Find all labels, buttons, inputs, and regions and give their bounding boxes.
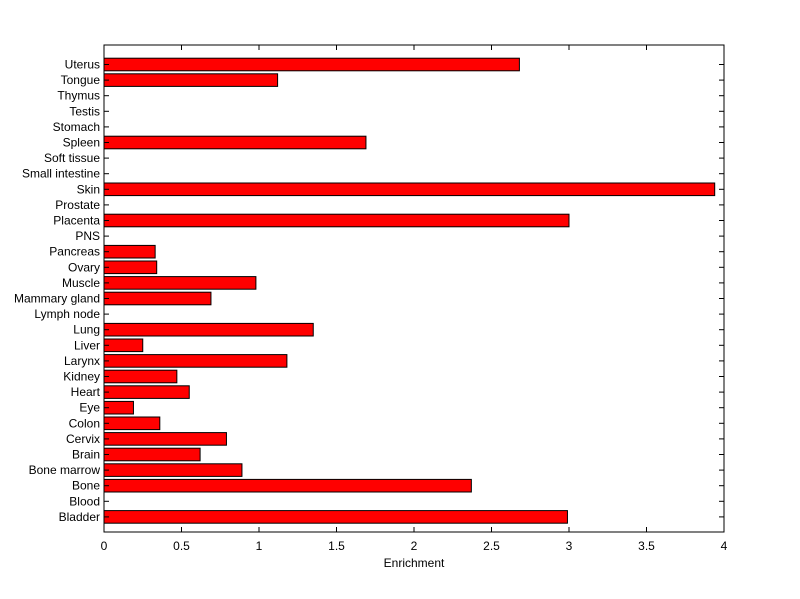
bar-ovary xyxy=(103,260,158,275)
y-tick-label: Uterus xyxy=(65,58,100,72)
y-tick-label: Stomach xyxy=(53,120,100,134)
bar-spleen xyxy=(103,135,367,150)
bar-placenta xyxy=(103,213,570,228)
bar-kidney xyxy=(103,369,178,384)
y-tick-label: Soft tissue xyxy=(44,151,100,165)
x-tick-label: 4 xyxy=(721,539,728,553)
y-tick-label: Liver xyxy=(74,338,100,352)
x-tick-label: 3 xyxy=(566,539,573,553)
y-tick-label: Thymus xyxy=(57,89,100,103)
bar-skin xyxy=(103,182,716,197)
bar-larynx xyxy=(103,354,288,368)
y-tick-label: Pancreas xyxy=(49,245,100,259)
y-tick-label: Kidney xyxy=(63,370,100,384)
y-tick-label: Bladder xyxy=(59,510,100,524)
bar-liver xyxy=(103,338,144,353)
bar-heart xyxy=(103,385,190,399)
bar-cervix xyxy=(103,432,227,446)
bar-bone-marrow xyxy=(103,463,243,477)
y-tick-label: Muscle xyxy=(62,276,100,290)
y-tick-label: Placenta xyxy=(53,214,100,228)
bar-bladder xyxy=(103,510,568,524)
y-tick-label: PNS xyxy=(75,229,100,243)
bar-lung xyxy=(103,322,314,337)
plot-frame xyxy=(103,44,725,533)
bar-uterus xyxy=(103,57,520,72)
x-tick-label: 0 xyxy=(101,539,108,553)
y-tick-label: Tongue xyxy=(61,73,101,87)
y-tick-label: Ovary xyxy=(68,260,100,274)
x-tick-label: 2.5 xyxy=(483,539,500,553)
y-tick-label: Skin xyxy=(77,182,100,196)
x-axis-title: Enrichment xyxy=(384,556,445,570)
bar-tongue xyxy=(103,73,279,87)
bar-mammary-gland xyxy=(103,291,212,306)
bars-layer xyxy=(103,57,716,524)
y-tick-label: Prostate xyxy=(55,198,100,212)
y-tick-label: Eye xyxy=(79,401,100,415)
y-tick-label: Brain xyxy=(72,448,100,462)
x-tick-label: 0.5 xyxy=(173,539,190,553)
y-tick-label: Mammary gland xyxy=(14,292,100,306)
x-tick-label: 1.5 xyxy=(328,539,345,553)
y-tick-label: Heart xyxy=(71,385,101,399)
bar-brain xyxy=(103,447,201,462)
bar-bone xyxy=(103,478,472,493)
x-tick-label: 3.5 xyxy=(638,539,655,553)
y-tick-label: Colon xyxy=(69,416,100,430)
y-tick-label: Lung xyxy=(73,323,100,337)
y-tick-label: Small intestine xyxy=(22,167,100,181)
x-tick-label: 1 xyxy=(256,539,263,553)
y-tick-label: Bone xyxy=(72,479,100,493)
y-tick-label: Bone marrow xyxy=(29,463,101,477)
y-tick-label: Larynx xyxy=(64,354,100,368)
x-tick-label: 2 xyxy=(411,539,418,553)
y-tick-label: Testis xyxy=(69,104,100,118)
bar-colon xyxy=(103,416,161,431)
y-tick-label: Blood xyxy=(69,494,100,508)
y-tick-label: Lymph node xyxy=(34,307,100,321)
y-tick-label: Cervix xyxy=(66,432,100,446)
bar-muscle xyxy=(103,276,257,290)
bar-pancreas xyxy=(103,244,156,259)
y-tick-label: Spleen xyxy=(63,136,100,150)
